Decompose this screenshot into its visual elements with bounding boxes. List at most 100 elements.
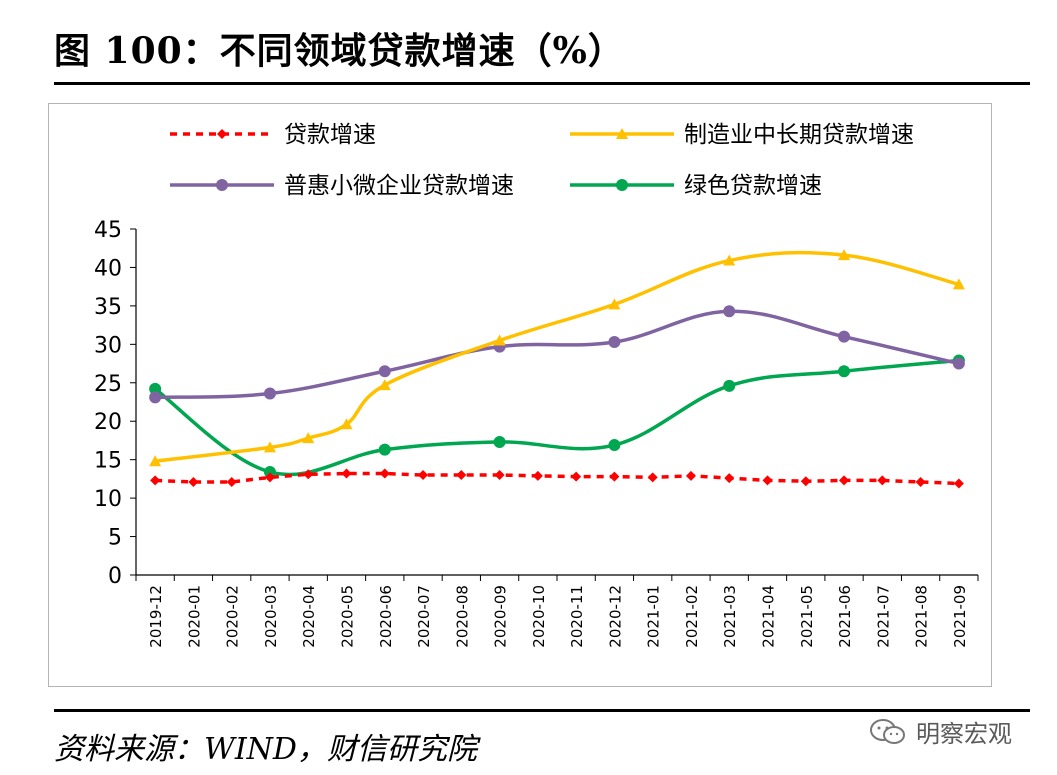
data-point [762, 475, 773, 486]
x-tick-label: 2020-09 [492, 585, 510, 648]
series-4 [149, 354, 965, 478]
legend-label: 贷款增速 [284, 122, 376, 148]
y-tick-label: 35 [94, 295, 122, 320]
wechat-icon [870, 718, 905, 744]
legend-marker [616, 179, 628, 191]
x-tick-label: 2021-04 [760, 585, 778, 648]
data-point [264, 472, 275, 483]
data-point [647, 472, 658, 483]
data-point [608, 298, 621, 310]
x-tick-label: 2021-07 [874, 585, 892, 648]
data-point [379, 468, 390, 479]
legend-label: 制造业中长期贷款增速 [684, 122, 914, 148]
data-point [378, 365, 391, 378]
x-tick-label: 2020-01 [185, 585, 203, 648]
x-tick-label: 2020-06 [377, 585, 395, 648]
data-point [953, 478, 964, 489]
x-tick-label: 2020-10 [530, 585, 548, 648]
data-point [915, 476, 926, 487]
series-1 [150, 468, 964, 489]
data-point [302, 432, 315, 444]
data-point [838, 365, 851, 378]
data-point [378, 443, 391, 456]
data-point [263, 387, 276, 400]
series-line [155, 471, 959, 486]
series-line [155, 309, 960, 400]
y-tick-label: 20 [94, 410, 122, 435]
y-tick-label: 45 [94, 218, 122, 243]
legend-label: 普惠小微企业贷款增速 [284, 173, 514, 199]
data-point [263, 441, 276, 453]
data-point [685, 470, 696, 481]
data-point [952, 357, 965, 370]
y-tick-label: 30 [94, 333, 122, 358]
y-tick-label: 5 [108, 526, 122, 551]
data-point [340, 418, 353, 430]
data-point [149, 391, 162, 404]
data-point [188, 476, 199, 487]
data-point [493, 435, 506, 448]
data-point [838, 249, 851, 261]
series-line [154, 250, 960, 463]
y-tick-label: 10 [94, 487, 122, 512]
data-point [877, 475, 888, 486]
data-point [800, 476, 811, 487]
data-point [494, 470, 505, 481]
chart-plot-area [149, 249, 965, 489]
data-point [456, 470, 467, 481]
x-tick-label: 2021-09 [951, 585, 969, 648]
title-underline [54, 82, 1030, 85]
page-title: 图 100：不同领域贷款增速（%） [54, 30, 625, 72]
x-tick-label: 2020-04 [300, 585, 318, 648]
source-note: 资料来源：WIND，财信研究院 [54, 732, 477, 767]
x-tick-label: 2021-06 [836, 585, 854, 648]
data-point [724, 473, 735, 484]
y-tick-label: 0 [108, 564, 122, 589]
data-point [723, 305, 736, 318]
data-point [952, 278, 965, 290]
legend-label: 绿色贷款增速 [684, 173, 822, 199]
data-point [571, 471, 582, 482]
data-point [226, 476, 237, 487]
legend-item: 绿色贷款增速 [570, 173, 822, 199]
data-point [723, 379, 736, 392]
data-point [418, 470, 429, 481]
data-point [609, 471, 620, 482]
x-tick-label: 2020-11 [568, 585, 586, 648]
data-point [493, 334, 506, 346]
x-tick-label: 2020-02 [224, 585, 242, 648]
legend-marker [217, 129, 227, 139]
chart-frame [48, 103, 992, 687]
legend-item: 贷款增速 [170, 122, 376, 148]
data-point [838, 330, 851, 343]
x-tick-label: 2019-12 [147, 585, 165, 648]
source-rule [54, 709, 1030, 712]
x-tick-label: 2020-07 [415, 585, 433, 648]
data-point [341, 468, 352, 479]
data-point [839, 475, 850, 486]
x-tick-label: 2021-01 [645, 585, 663, 648]
x-tick-label: 2021-02 [683, 585, 701, 648]
legend-marker [216, 179, 228, 191]
x-tick-label: 2021-08 [913, 585, 931, 648]
series-line [154, 358, 960, 477]
legend-item: 普惠小微企业贷款增速 [170, 173, 514, 199]
y-tick-label: 40 [94, 256, 122, 281]
series-3 [149, 305, 965, 404]
x-tick-label: 2020-03 [262, 585, 280, 648]
legend-marker [616, 128, 628, 139]
data-point [723, 254, 736, 266]
data-point [263, 465, 276, 478]
x-tick-label: 2020-08 [453, 585, 471, 648]
series-2 [149, 249, 965, 467]
x-tick-label: 2020-05 [339, 585, 357, 648]
data-point [149, 382, 162, 395]
watermark: 明察宏观 [868, 714, 1012, 749]
x-tick-label: 2021-03 [721, 585, 739, 648]
chart-axes: 0 5 10 15 20 25 30 35 40 45 2019-12 2020-01 2020-02 2… [94, 218, 979, 648]
watermark-text: 明察宏观 [916, 720, 1012, 748]
data-point [303, 469, 314, 480]
data-point [532, 470, 543, 481]
